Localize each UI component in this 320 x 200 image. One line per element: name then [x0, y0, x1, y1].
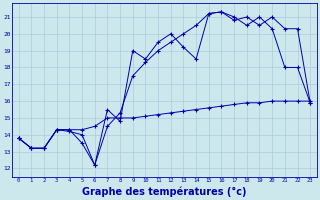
X-axis label: Graphe des températures (°c): Graphe des températures (°c) [82, 186, 247, 197]
